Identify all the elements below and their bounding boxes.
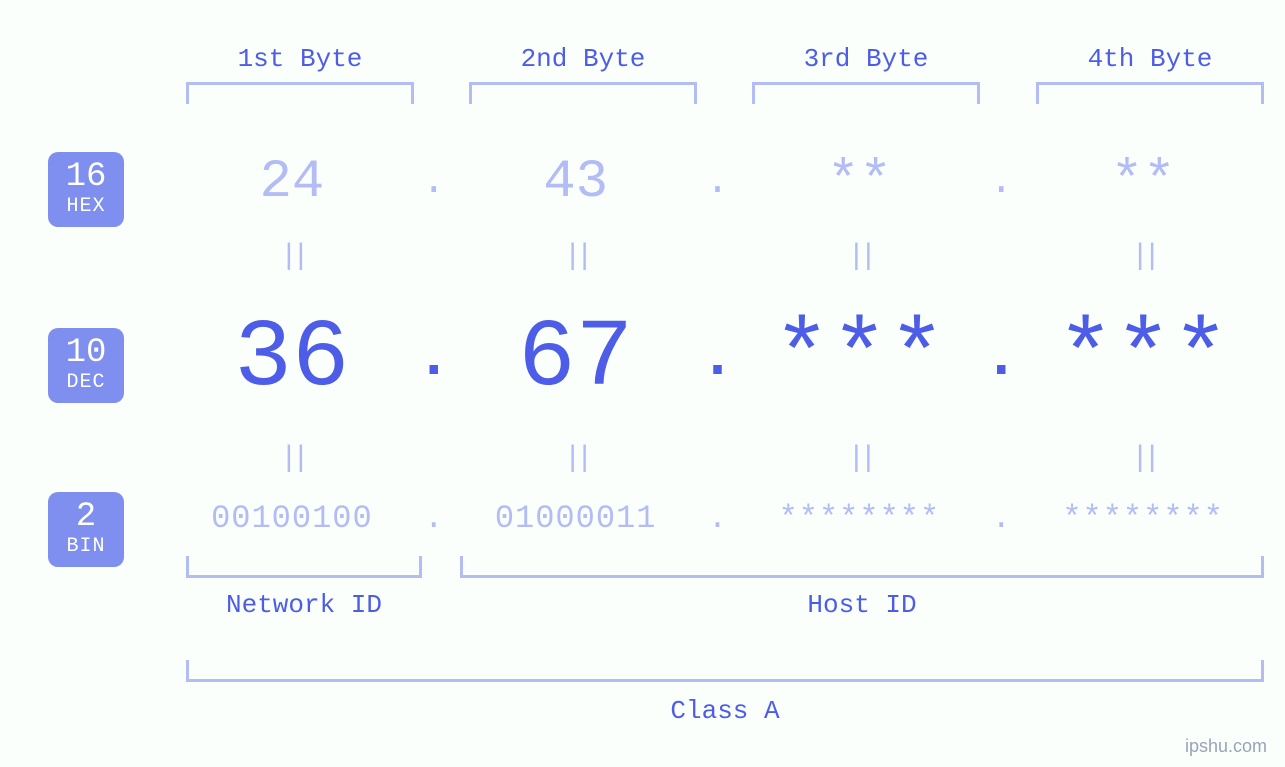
base-label: HEX xyxy=(48,196,124,217)
hex-byte-1: 24 xyxy=(170,152,414,213)
base-number: 16 xyxy=(48,160,124,196)
base-number: 10 xyxy=(48,336,124,372)
equals-icon: || xyxy=(170,240,414,274)
base-label: BIN xyxy=(48,536,124,557)
equals-icon: || xyxy=(1021,240,1265,274)
dot: . xyxy=(698,325,738,393)
network-id-label: Network ID xyxy=(186,590,422,620)
class-bracket xyxy=(186,660,1264,682)
dot: . xyxy=(698,500,738,537)
dec-row: 36 . 67 . *** . *** xyxy=(170,304,1265,413)
base-badge-bin: 2 BIN xyxy=(48,492,124,567)
dot: . xyxy=(414,325,454,393)
host-id-label: Host ID xyxy=(460,590,1264,620)
dec-byte-1: 36 xyxy=(170,304,414,413)
equals-icon: || xyxy=(170,442,414,476)
equals-icon: || xyxy=(1021,442,1265,476)
dot: . xyxy=(414,160,454,205)
byte-bracket-4 xyxy=(1036,82,1264,104)
byte-header-4: 4th Byte xyxy=(1030,44,1270,74)
hex-byte-4: ** xyxy=(1021,152,1265,213)
equals-row-hex-dec: || || || || xyxy=(170,240,1265,274)
equals-icon: || xyxy=(738,240,982,274)
dec-byte-3: *** xyxy=(738,304,982,413)
bin-row: 00100100 . 01000011 . ******** . *******… xyxy=(170,500,1265,537)
dot: . xyxy=(414,500,454,537)
dot: . xyxy=(698,160,738,205)
network-id-bracket xyxy=(186,556,422,578)
byte-header-1: 1st Byte xyxy=(180,44,420,74)
bin-byte-1: 00100100 xyxy=(170,500,414,537)
hex-byte-3: ** xyxy=(738,152,982,213)
dec-byte-4: *** xyxy=(1021,304,1265,413)
bin-byte-3: ******** xyxy=(738,500,982,537)
dot: . xyxy=(981,500,1021,537)
byte-header-2: 2nd Byte xyxy=(463,44,703,74)
dot: . xyxy=(981,325,1021,393)
host-id-bracket xyxy=(460,556,1264,578)
bin-byte-4: ******** xyxy=(1021,500,1265,537)
byte-bracket-2 xyxy=(469,82,697,104)
byte-bracket-1 xyxy=(186,82,414,104)
base-badge-dec: 10 DEC xyxy=(48,328,124,403)
base-badge-hex: 16 HEX xyxy=(48,152,124,227)
base-number: 2 xyxy=(48,500,124,536)
ip-bytes-diagram: 1st Byte 2nd Byte 3rd Byte 4th Byte 16 H… xyxy=(0,0,1285,767)
equals-icon: || xyxy=(454,442,698,476)
byte-header-3: 3rd Byte xyxy=(746,44,986,74)
bin-byte-2: 01000011 xyxy=(454,500,698,537)
base-label: DEC xyxy=(48,372,124,393)
equals-icon: || xyxy=(738,442,982,476)
equals-row-dec-bin: || || || || xyxy=(170,442,1265,476)
equals-icon: || xyxy=(454,240,698,274)
hex-byte-2: 43 xyxy=(454,152,698,213)
byte-bracket-3 xyxy=(752,82,980,104)
hex-row: 24 . 43 . ** . ** xyxy=(170,152,1265,213)
watermark: ipshu.com xyxy=(1185,736,1267,757)
dec-byte-2: 67 xyxy=(454,304,698,413)
dot: . xyxy=(981,160,1021,205)
class-label: Class A xyxy=(186,696,1264,726)
